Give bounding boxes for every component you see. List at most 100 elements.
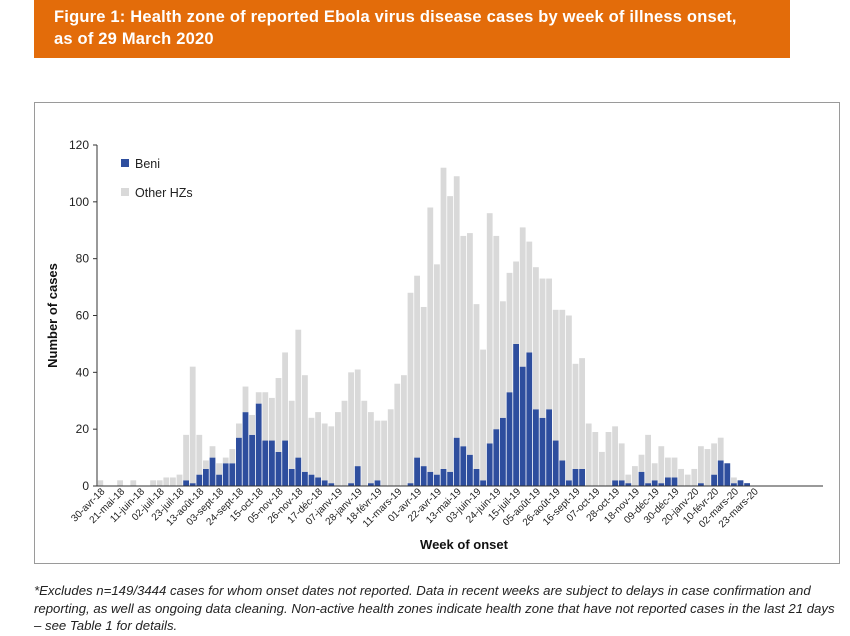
other-hzs-bar	[533, 267, 539, 410]
beni-bar	[275, 451, 282, 486]
other-hzs-bar	[447, 196, 453, 472]
other-hzs-bar	[678, 468, 684, 486]
other-hzs-bar	[434, 264, 440, 475]
beni-bar	[645, 483, 651, 486]
other-hzs-bar	[552, 309, 559, 441]
beni-legend-label: Beni	[135, 157, 160, 171]
other-hzs-bar	[513, 261, 519, 344]
other-hzs-bar	[315, 412, 321, 478]
other-hzs-bar	[605, 432, 612, 486]
beni-bar	[229, 463, 236, 486]
other-hzs-bar	[467, 233, 473, 455]
x-axis-title: Week of onset	[420, 537, 509, 552]
beni-bar	[533, 409, 539, 486]
other-hzs-bar	[288, 400, 295, 469]
beni-bar	[559, 460, 566, 486]
beni-bar	[269, 440, 275, 486]
other-hzs-bar	[493, 235, 500, 430]
other-hzs-bar	[282, 352, 288, 441]
figure-title-line-1: Figure 1: Health zone of reported Ebola …	[54, 8, 737, 26]
beni-bar	[302, 471, 308, 486]
other-hzs-bar	[269, 397, 275, 441]
other-hzs-bar	[130, 480, 137, 486]
beni-bar	[196, 474, 203, 486]
beni-bar	[480, 480, 486, 486]
other-hzs-bar	[473, 304, 480, 469]
other-hzs-bar	[150, 480, 156, 486]
other-hzs-bar	[361, 400, 368, 486]
beni-bar	[572, 468, 579, 486]
other-hzs-bar	[156, 480, 163, 486]
beni-bar	[579, 468, 585, 486]
y-tick-label: 40	[76, 365, 90, 379]
stacked-bar-chart: 02040608010012030-avr-1821-mai-1811-juin…	[45, 138, 823, 552]
other-hzs-bar	[387, 409, 394, 486]
beni-bar	[242, 412, 249, 486]
other-hzs-bar	[295, 329, 302, 458]
beni-bar	[374, 480, 381, 486]
other-hzs-bar	[486, 213, 493, 444]
other-hzs-bar	[731, 477, 737, 484]
beni-bar	[453, 437, 460, 486]
beni-bar	[500, 417, 506, 486]
other-hzs-bar	[645, 434, 651, 484]
beni-bar	[724, 463, 731, 486]
other-hzs-bar	[632, 466, 638, 486]
other-hzs-bar	[368, 412, 374, 484]
other-hzs-bar	[704, 449, 711, 486]
other-hzs-bar	[658, 446, 665, 484]
beni-bar	[209, 457, 216, 486]
other-hzs-bar	[407, 292, 414, 484]
y-tick-label: 120	[69, 138, 89, 152]
beni-bar	[638, 471, 645, 486]
beni-bar	[189, 483, 196, 486]
beni-bar	[183, 480, 189, 486]
beni-bar	[618, 480, 625, 486]
beni-bar	[731, 483, 737, 486]
other-hzs-bar	[671, 457, 678, 478]
chart-frame: 0 20 40 60 80 100 120 30-avr-18 21-mai-18 11-juin…	[34, 102, 840, 564]
other-hzs-bar	[394, 383, 401, 486]
beni-bar	[460, 446, 467, 486]
other-hzs-bar	[566, 315, 572, 481]
other-hzs-bar	[354, 369, 361, 467]
other-hzs-bar	[308, 417, 315, 475]
beni-bar	[698, 483, 704, 486]
y-tick-label: 60	[76, 309, 90, 323]
beni-bar	[473, 468, 480, 486]
beni-bar	[665, 477, 671, 486]
beni-bar	[222, 463, 229, 486]
beni-bar	[440, 468, 447, 486]
other-hzs-bar	[401, 375, 407, 486]
y-tick-label: 20	[76, 422, 90, 436]
figure-title-line-2: as of 29 March 2020	[54, 30, 214, 48]
other-hzs-bar	[328, 426, 335, 484]
other-hzs-bar	[249, 414, 255, 435]
beni-bar	[295, 457, 302, 486]
beni-bar	[625, 483, 632, 486]
beni-bar	[236, 437, 242, 486]
other-hzs-bar	[381, 420, 387, 486]
beni-bar	[414, 457, 420, 486]
beni-bar	[467, 454, 473, 486]
other-hzs-bar	[275, 378, 282, 452]
beni-bar	[427, 471, 434, 486]
other-hzs-bar	[638, 454, 645, 472]
other-hzs-bar	[460, 235, 467, 447]
beni-bar	[717, 460, 724, 486]
other-hzs-bar	[163, 477, 170, 486]
other-hzs-bar	[216, 463, 222, 475]
other-hzs-legend-label: Other HZs	[135, 186, 193, 200]
beni-bar	[447, 471, 453, 486]
beni-bar	[566, 480, 572, 486]
other-hzs-bar	[176, 474, 183, 486]
beni-bar	[249, 434, 255, 486]
other-hzs-bar	[97, 480, 104, 486]
other-hzs-bar	[440, 167, 447, 469]
other-hzs-bar	[183, 434, 189, 481]
y-tick-label: 100	[69, 195, 89, 209]
other-hzs-bar	[612, 426, 618, 481]
figure-title: Figure 1: Health zone of reported Ebola …	[54, 6, 737, 50]
y-tick-label: 80	[76, 252, 90, 266]
other-hzs-bar	[348, 372, 354, 484]
